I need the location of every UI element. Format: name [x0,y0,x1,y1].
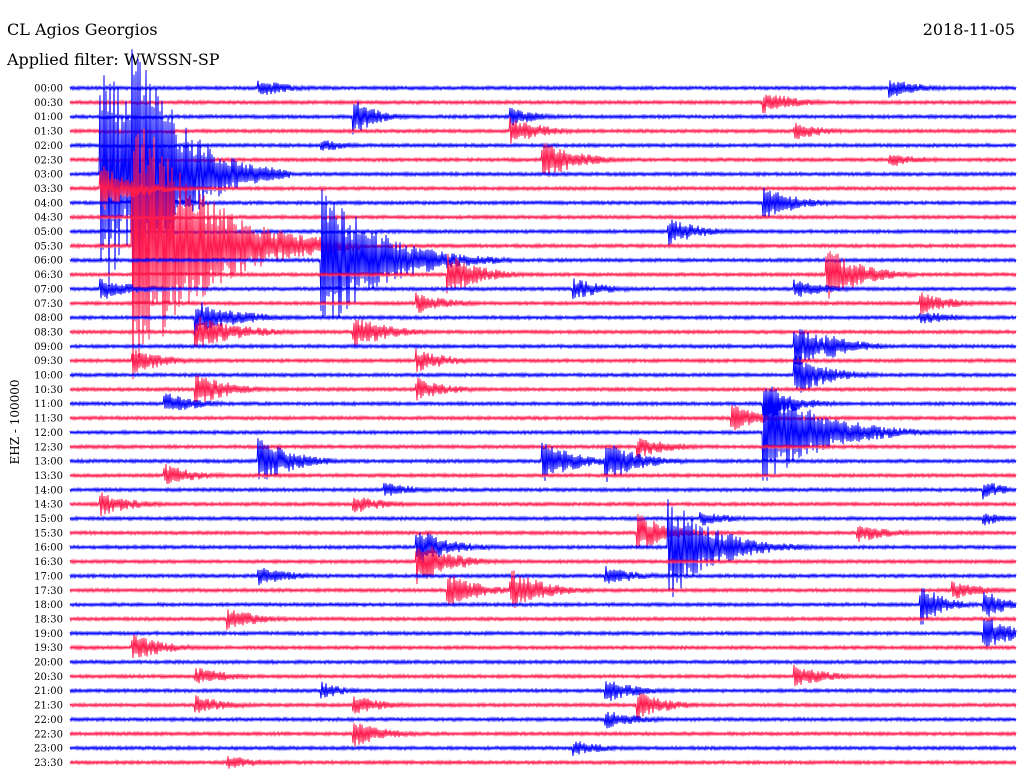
date-label: 2018-11-05 [922,20,1015,39]
row-label-0700: 07:00 [34,284,63,295]
trace-0930 [69,349,1017,373]
row-label-0000: 00:00 [34,84,63,95]
row-label-1830: 18:30 [34,614,63,625]
row-label-1630: 16:30 [34,557,63,568]
row-label-1300: 13:00 [34,457,63,468]
row-label-1900: 19:00 [34,629,63,640]
trace-2000 [69,658,1017,666]
trace-1700 [69,565,1017,586]
trace-1900 [69,618,1017,647]
row-label-1600: 16:00 [34,543,63,554]
row-label-2330: 23:30 [34,758,63,769]
trace-2130 [69,693,1017,719]
row-label-0100: 01:00 [34,112,63,123]
row-label-1000: 10:00 [34,371,63,382]
trace-0000 [69,80,1017,98]
row-label-0630: 06:30 [34,270,63,281]
trace-0830 [69,316,1017,349]
trace-0030 [69,94,1017,114]
row-label-1930: 19:30 [34,643,63,654]
row-label-2130: 21:30 [34,701,63,712]
trace-0130 [69,117,1017,144]
row-label-0800: 08:00 [34,313,63,324]
trace-1330 [69,464,1017,485]
row-label-1030: 10:30 [34,385,63,396]
trace-0430 [69,213,1017,221]
row-label-2030: 20:30 [34,672,63,683]
trace-0330 [69,166,1017,210]
trace-0730 [69,292,1017,315]
trace-1730 [69,570,1017,609]
trace-1200 [69,386,1017,481]
row-label-1500: 15:00 [34,514,63,525]
trace-2300 [69,741,1017,756]
trace-1230 [69,438,1017,459]
row-label-1330: 13:30 [34,471,63,482]
row-label-2000: 20:00 [34,658,63,669]
trace-1830 [69,609,1017,631]
row-label-2100: 21:00 [34,686,63,697]
trace-0800 [69,302,1017,336]
row-label-1100: 11:00 [34,399,63,410]
trace-0300 [69,49,1017,289]
trace-1100 [69,388,1017,420]
row-label-0430: 04:30 [34,213,63,224]
row-label-0030: 00:30 [34,98,63,109]
trace-0100 [69,101,1017,135]
filter-label: Applied filter: WWSSN-SP [7,50,220,69]
row-label-1130: 11:30 [34,414,63,425]
row-label-1700: 17:00 [34,571,63,582]
trace-1500 [69,511,1017,526]
trace-0600 [69,189,1017,320]
trace-1430 [69,492,1017,517]
trace-1600 [69,499,1017,598]
row-label-1430: 14:30 [34,500,63,511]
trace-0200 [69,140,1017,151]
row-label-2200: 22:00 [34,715,63,726]
row-label-1230: 12:30 [34,442,63,453]
row-label-0930: 09:30 [34,356,63,367]
trace-2230 [69,723,1017,747]
trace-2030 [69,664,1017,687]
row-label-0130: 01:30 [34,127,63,138]
row-label-1530: 15:30 [34,528,63,539]
row-label-0300: 03:00 [34,170,63,181]
row-label-0830: 08:30 [34,327,63,338]
trace-1530 [69,513,1017,548]
station-title: CL Agios Georgios [7,20,158,39]
trace-1130 [69,405,1017,431]
trace-0900 [69,329,1017,365]
trace-2330 [69,755,1017,769]
trace-1930 [69,634,1017,659]
row-label-1200: 12:00 [34,428,63,439]
trace-0400 [69,187,1017,219]
row-label-0200: 02:00 [34,141,63,152]
row-label-1400: 14:00 [34,485,63,496]
trace-0700 [69,278,1017,300]
trace-0530 [69,128,1017,380]
row-label-0400: 04:00 [34,198,63,209]
trace-1630 [69,545,1017,585]
row-label-0730: 07:30 [34,299,63,310]
row-label-0600: 06:00 [34,256,63,267]
trace-0630 [69,251,1017,299]
trace-1000 [69,356,1017,393]
row-label-0530: 05:30 [34,241,63,252]
row-label-0330: 03:30 [34,184,63,195]
row-label-0230: 02:30 [34,155,63,166]
trace-1800 [69,588,1017,625]
trace-1300 [69,438,1017,483]
trace-1030 [69,374,1017,403]
row-label-2230: 22:30 [34,729,63,740]
trace-2200 [69,711,1017,729]
row-label-1800: 18:00 [34,600,63,611]
row-label-2300: 23:00 [34,744,63,755]
trace-1400 [69,482,1017,500]
row-label-1730: 17:30 [34,586,63,597]
row-label-0900: 09:00 [34,342,63,353]
trace-2100 [69,681,1017,702]
row-label-0500: 05:00 [34,227,63,238]
